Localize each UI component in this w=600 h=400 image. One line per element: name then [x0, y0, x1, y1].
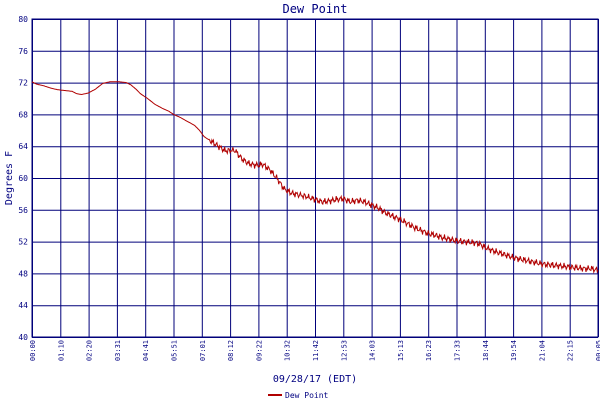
y-tick-label: 52	[18, 238, 28, 247]
y-tick-label: 76	[18, 47, 28, 56]
chart-title: Dew Point	[282, 2, 347, 16]
series-line-dew-point	[31, 81, 599, 274]
x-tick-label: 05:51	[171, 340, 179, 361]
x-tick-label: 07:01	[199, 340, 207, 361]
y-tick-label: 68	[18, 110, 28, 119]
x-tick-label: 04:41	[142, 340, 150, 361]
y-tick-label: 60	[18, 174, 28, 183]
x-tick-label: 08:12	[227, 340, 235, 361]
legend: Dew Point	[268, 391, 329, 400]
x-tick-label: 16:23	[425, 340, 433, 361]
x-tick-label: 22:15	[567, 340, 575, 361]
x-tick-label: 12:53	[340, 340, 348, 361]
x-axis-label: 09/28/17 (EDT)	[273, 374, 357, 385]
series-layer	[31, 81, 599, 274]
x-tick-label: 15:13	[397, 340, 405, 361]
x-tick-label: 21:04	[538, 340, 546, 361]
x-tick-label: 02:20	[86, 340, 94, 361]
x-tick-label: 19:54	[510, 340, 518, 361]
legend-label: Dew Point	[285, 391, 329, 400]
y-axis-ticks: 40 44 48 52 56 60 64 68 72 76 80	[18, 15, 28, 342]
y-tick-label: 72	[18, 79, 28, 88]
y-tick-label: 64	[18, 142, 28, 151]
x-tick-label: 03:31	[114, 340, 122, 361]
x-tick-label: 11:42	[312, 340, 320, 361]
plot-grid	[31, 18, 599, 338]
x-tick-label: 17:33	[454, 340, 462, 361]
y-tick-label: 40	[18, 333, 28, 342]
x-tick-label: 09:22	[255, 340, 263, 361]
y-tick-label: 80	[18, 15, 28, 24]
x-tick-label: 00:05	[595, 340, 600, 361]
y-axis-label: Degrees F	[4, 151, 15, 205]
x-tick-label: 00:00	[29, 340, 37, 361]
x-tick-label: 14:03	[369, 340, 377, 361]
y-tick-label: 48	[18, 269, 28, 278]
x-tick-label: 10:32	[284, 340, 292, 361]
y-tick-label: 56	[18, 206, 28, 215]
y-tick-label: 44	[18, 301, 28, 310]
x-axis-ticks: 00:00 01:10 02:20 03:31 04:41 05:51 07:01 08:12…	[29, 340, 600, 361]
x-tick-label: 18:44	[482, 340, 490, 361]
x-tick-label: 01:10	[57, 340, 65, 361]
